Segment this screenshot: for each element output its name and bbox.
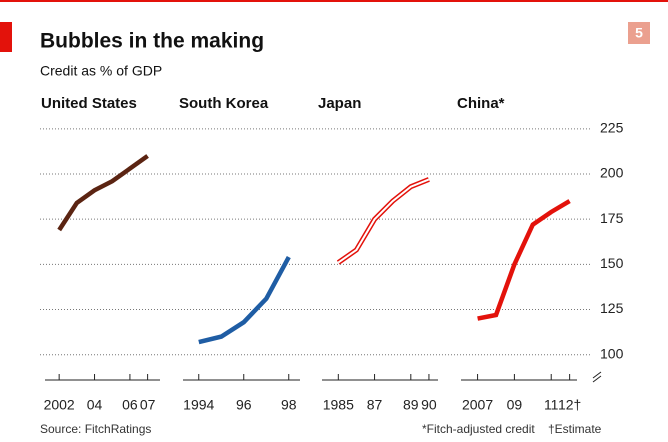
source: Source: FitchRatings [40,422,151,436]
x-tick-label: 04 [87,397,103,413]
y-tick-label: 175 [600,210,624,226]
x-tick-label: 07 [140,397,156,413]
x-tick-label: 89 [403,397,419,413]
line-series [477,199,571,321]
panel-title: South Korea [179,95,269,112]
y-tick-label: 100 [600,345,624,361]
line-series [57,154,149,232]
axis-break [592,371,602,383]
y-tick-label: 225 [600,120,624,136]
x-tick-label: 06 [122,397,138,413]
x-tick-label: 2002 [44,397,75,413]
x-tick-label: 1985 [323,397,354,413]
x-tick-label: 1994 [183,397,214,413]
footnote: †Estimate [548,422,602,436]
x-tick-label: 09 [507,397,523,413]
red-tag [0,22,12,52]
x-tick-label: 2007 [462,397,493,413]
x-tick-label: 12† [558,397,581,413]
chart-title: Bubbles in the making [40,30,264,53]
x-tick-label: 87 [367,397,383,413]
y-tick-label: 200 [600,165,624,181]
x-tick-label: 98 [281,397,297,413]
panel-title: United States [41,95,137,112]
line-series [198,256,291,345]
line-series [336,177,430,265]
y-tick-label: 150 [600,255,624,271]
line-series-inner [337,178,430,264]
top-rule [0,0,668,2]
x-tick-label: 11 [544,397,559,413]
chart-subtitle: Credit as % of GDP [40,63,162,79]
y-tick-label: 125 [600,300,624,316]
badge-box [628,22,650,44]
footnote: *Fitch-adjusted credit [422,422,535,436]
x-tick-label: 90 [421,397,437,413]
panel-title: Japan [318,95,361,112]
badge: 5 [635,25,643,41]
x-tick-label: 96 [236,397,252,413]
panel-title: China* [457,95,505,112]
